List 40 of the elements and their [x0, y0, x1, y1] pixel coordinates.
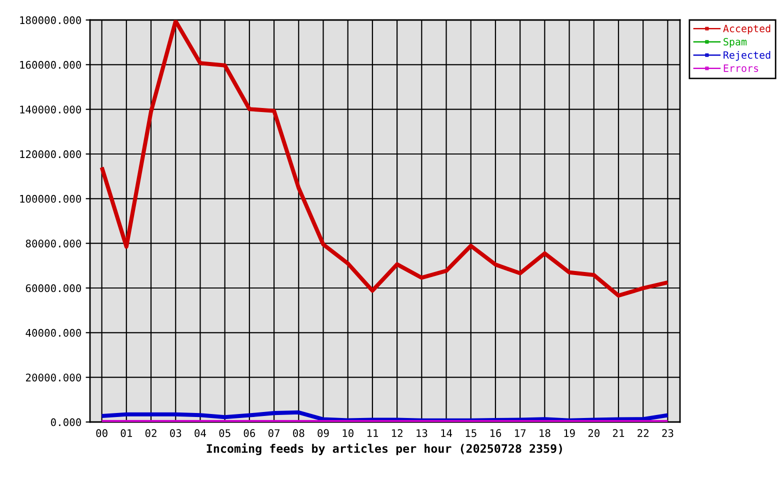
x-tick-label: 02	[145, 429, 156, 438]
x-tick-label: 08	[293, 429, 304, 438]
y-tick-label: 0.000	[50, 418, 81, 426]
y-tick-label: 160000.000	[20, 60, 81, 69]
y-tick-label: 40000.000	[26, 328, 81, 337]
y-tick-label: 120000.000	[20, 150, 81, 158]
x-tick-label: 00	[96, 429, 108, 438]
x-tick-label: 13	[416, 429, 428, 438]
x-tick-label: 14	[441, 429, 452, 437]
x-tick-label: 15	[466, 429, 476, 438]
y-tick-label: 180000.000	[20, 16, 81, 24]
line-series	[100, 20, 670, 298]
x-tick-label: 18	[540, 429, 550, 438]
y-tick-label: 100000.000	[20, 194, 81, 203]
y-tick-label: 80000.000	[26, 240, 81, 248]
x-tick-label: 12	[392, 429, 402, 437]
legend-label: Spam	[724, 38, 747, 48]
y-tick-label: 60000.000	[26, 284, 81, 292]
x-tick-label: 06	[244, 429, 256, 438]
x-axis-title: Incoming feeds by articles per hour (20250728 2359)	[206, 443, 562, 456]
x-tick-label: 11	[367, 429, 378, 437]
x-tick-label: 20	[588, 429, 600, 438]
x-tick-label: 07	[268, 429, 280, 438]
x-tick-label: 05	[219, 429, 230, 438]
x-tick-label: 22	[638, 429, 648, 437]
legend-label: Errors	[724, 64, 758, 72]
x-tick-label: 19	[564, 429, 575, 438]
x-tick-label: 09	[318, 429, 329, 438]
x-tick-label: 01	[120, 429, 132, 438]
x-tick-label: 21	[612, 429, 624, 437]
x-tick-label: 17	[515, 429, 526, 437]
x-tick-label: 23	[662, 429, 674, 438]
legend-label: Rejected	[724, 51, 770, 61]
legend-label: Accepted	[723, 24, 770, 34]
x-tick-label: 10	[342, 429, 354, 438]
y-tick-label: 20000.000	[26, 374, 81, 382]
x-tick-label: 03	[170, 429, 182, 438]
y-tick-label: 140000.000	[20, 106, 81, 114]
x-tick-label: 04	[194, 429, 206, 438]
x-tick-label: 16	[490, 429, 502, 438]
